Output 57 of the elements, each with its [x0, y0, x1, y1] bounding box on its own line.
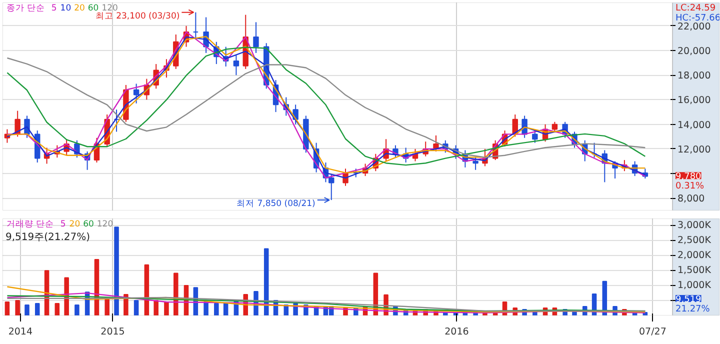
y-tick-label: 20,000 — [678, 46, 711, 57]
candlestick — [552, 121, 558, 132]
y-tick-label: 1,000K — [678, 280, 712, 292]
legend-title: 거래량 단순 — [6, 219, 54, 230]
y-tick-label: 2,500K — [678, 235, 712, 246]
y-tick-label: 3,000K — [678, 220, 712, 232]
x-tick-label: 2016 — [444, 326, 469, 338]
candlestick — [114, 109, 120, 132]
text: 5 — [60, 219, 66, 230]
candlestick — [472, 157, 478, 170]
x-tick-label: 07/27 — [639, 326, 666, 338]
text: 60 — [88, 3, 99, 14]
legend-title: 종가 단순 — [6, 3, 46, 14]
bar — [15, 300, 20, 316]
text: LC:24.59 — [676, 3, 716, 14]
candlestick — [591, 142, 598, 158]
candlestick — [133, 83, 140, 104]
y-tick-label: 1,500K — [678, 265, 712, 276]
candlestick — [233, 54, 240, 76]
x-tick-label: 2014 — [8, 326, 33, 338]
bar — [164, 302, 169, 316]
x-tick-label: 2015 — [100, 326, 125, 338]
y-tick-label: 8,000 — [678, 194, 705, 205]
bar — [24, 304, 30, 316]
y-tick-label: 12,000 — [678, 144, 711, 156]
bar — [223, 303, 228, 316]
text: 20 — [69, 219, 80, 230]
candlestick — [253, 22, 259, 54]
bar — [114, 226, 119, 316]
bar — [204, 302, 208, 316]
y-tick-label: 22,000 — [678, 21, 711, 32]
bar — [54, 303, 60, 316]
annotation: 최고 23,100 (03/30) — [95, 11, 180, 22]
text: 120 — [96, 219, 114, 230]
text: 5 — [51, 3, 57, 14]
bar — [74, 304, 80, 316]
y-tick-label: 14,000 — [678, 120, 711, 131]
annotation: 최저 7,850 (08/21) — [236, 199, 316, 210]
bar — [174, 272, 178, 316]
text: 21.27% — [676, 304, 710, 314]
bar — [154, 300, 158, 316]
text: 0.31% — [676, 182, 705, 192]
line-series — [6, 286, 646, 313]
text: 60 — [83, 219, 94, 230]
y-tick-label: 16,000 — [678, 95, 711, 106]
bar — [214, 303, 219, 316]
bar — [134, 300, 139, 316]
y-tick-label: 2,000K — [678, 250, 712, 262]
annotation: 9,519주(21.27%) — [6, 232, 90, 243]
text: 120 — [102, 3, 118, 14]
bar — [34, 303, 40, 316]
candlestick — [532, 130, 538, 144]
candlestick — [192, 12, 199, 39]
text: 20 — [74, 3, 85, 14]
y-tick-label: 18,000 — [678, 70, 711, 82]
bar — [4, 302, 10, 316]
text: 10 — [60, 3, 72, 14]
